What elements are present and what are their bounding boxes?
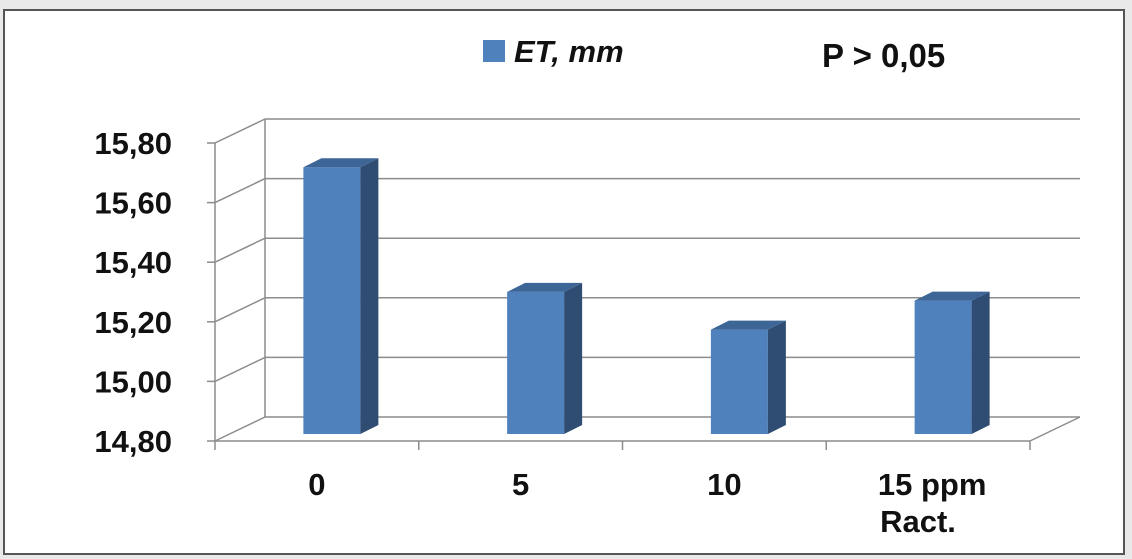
- chart-frame: [3, 9, 1125, 555]
- p-value-annotation: P > 0,05: [822, 37, 945, 74]
- bar-top: [710, 320, 786, 330]
- axes: 14,80 15,00 15,20 15,40 15,60 15,80 0 5 10 15 ppm: [94, 126, 1081, 502]
- x-axis-label: Ract.: [880, 504, 956, 539]
- bars: [303, 158, 990, 434]
- gridline-depth: [214, 177, 266, 204]
- y-tick-label: 15,00: [94, 364, 172, 399]
- x-tick-label: 15 ppm: [878, 467, 987, 502]
- y-tick-label: 15,60: [94, 186, 172, 221]
- gridline-depth: [214, 237, 266, 263]
- legend: ET, mm: [483, 34, 624, 69]
- y-tick-label: 15,20: [94, 305, 172, 340]
- legend-label: ET, mm: [514, 34, 624, 69]
- bar-front: [507, 291, 565, 434]
- bar: [507, 282, 583, 434]
- bar-top: [507, 282, 583, 292]
- gridline-depth: [214, 356, 266, 383]
- bar: [710, 320, 786, 434]
- bar-front: [303, 167, 361, 434]
- bar-front: [710, 329, 768, 434]
- legend-swatch: [483, 40, 505, 62]
- bar: [303, 158, 379, 434]
- bar-top: [914, 291, 990, 301]
- gridline-depth: [214, 118, 266, 144]
- y-tick-label: 14,80: [94, 424, 172, 459]
- x-tick-label: 5: [512, 467, 529, 502]
- bar: [914, 291, 990, 434]
- gridline-depth: [214, 297, 266, 323]
- x-tick-label: 0: [308, 467, 325, 502]
- x-tick-label: 10: [707, 467, 741, 502]
- floor-right-edge: [1029, 416, 1081, 442]
- bar-side: [360, 158, 379, 434]
- bar-side: [971, 291, 990, 434]
- bar-side: [564, 282, 583, 434]
- bar-front: [914, 300, 972, 434]
- bar-side: [767, 320, 786, 434]
- bar-top: [303, 158, 379, 168]
- y-tick-label: 15,40: [94, 245, 172, 280]
- y-tick-label: 15,80: [94, 126, 172, 161]
- gridline-depth: [214, 416, 266, 442]
